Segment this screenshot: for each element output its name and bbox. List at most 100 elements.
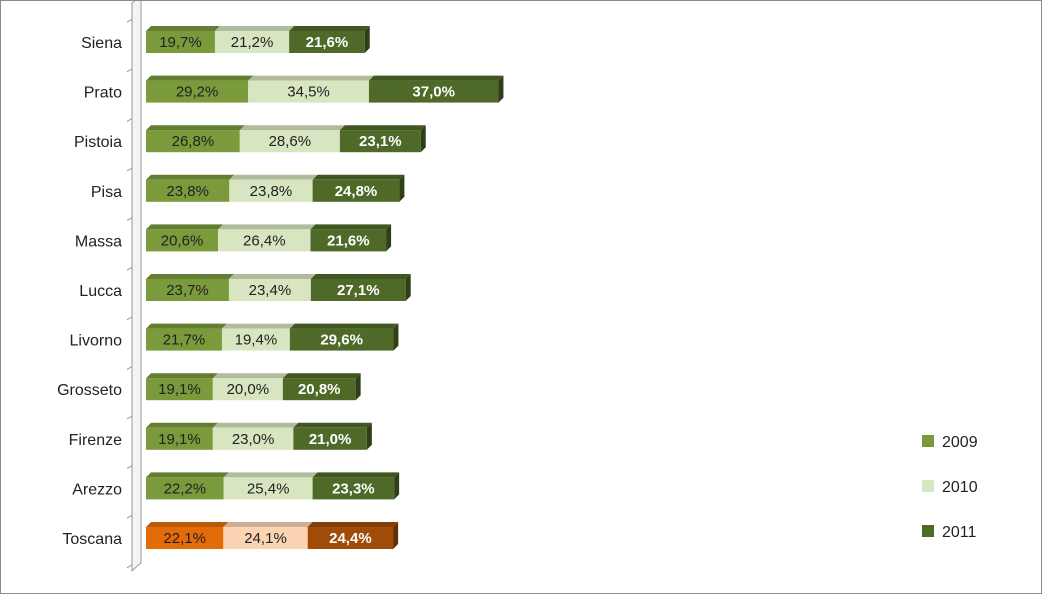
category-label: Arezzo [72, 481, 122, 498]
data-label: 28,6% [269, 133, 312, 150]
bar-segment-side [393, 323, 399, 351]
bar-segment [228, 279, 311, 301]
bar-segment [248, 80, 369, 103]
bar-segment-top [146, 373, 218, 379]
data-label: 20,8% [298, 381, 341, 398]
bar-segment [223, 477, 313, 500]
bar-segment [146, 527, 224, 549]
bar-segment [339, 130, 421, 153]
bar-segment-top [228, 274, 316, 279]
data-label: 24,4% [329, 530, 372, 547]
data-label: 23,7% [166, 282, 209, 299]
bar-segment-top [146, 125, 245, 131]
bar-segment [212, 427, 294, 450]
data-label: 20,0% [227, 381, 270, 398]
data-label: 24,8% [335, 183, 378, 200]
bar-segment [214, 31, 290, 53]
bar-segment-top [310, 274, 411, 279]
legend-swatch [922, 480, 934, 492]
data-label: 21,7% [163, 332, 206, 349]
legend-swatch [922, 435, 934, 447]
bar-segment-top [289, 323, 399, 329]
bar-segment [146, 80, 249, 103]
bar-segment-side [364, 26, 370, 53]
bar-segment-top [223, 472, 318, 478]
data-label: 24,1% [244, 530, 287, 547]
axis-tick [126, 68, 133, 73]
bar-segment-top [282, 373, 361, 379]
bar-segment [289, 328, 394, 351]
bar-segment [307, 527, 394, 549]
data-label: 23,1% [359, 133, 402, 150]
bar-segment [146, 427, 213, 450]
bar-segment [239, 130, 340, 153]
legend-label: 2010 [942, 479, 978, 496]
bar-segment-top [223, 522, 313, 527]
bar-segment [218, 229, 311, 252]
data-label: 26,4% [243, 232, 286, 249]
bar-segment-top [212, 422, 299, 428]
bar-segment-top [310, 224, 392, 230]
axis-tick [126, 266, 133, 271]
bar-segment-top [221, 323, 295, 329]
bar-segment-top [339, 125, 426, 131]
bar-segment [146, 130, 240, 153]
category-label: Siena [81, 35, 122, 52]
data-label: 23,8% [166, 183, 209, 200]
bar-segment-side [393, 522, 399, 549]
bar-segment-top [368, 75, 504, 81]
data-label: 23,8% [250, 183, 293, 200]
data-label: 29,2% [176, 84, 219, 101]
bar-segment-top [146, 522, 229, 527]
bar-segment [282, 378, 356, 401]
data-label: 19,1% [158, 381, 201, 398]
axis-tick [126, 217, 133, 222]
bar-segment [146, 477, 224, 500]
data-label: 19,4% [235, 332, 278, 349]
bar-segment [146, 229, 219, 252]
bar-segment-top [212, 373, 288, 379]
bar-segment-side [498, 75, 504, 103]
bar-segment-top [312, 174, 405, 180]
axis-tick [126, 167, 133, 172]
data-label: 21,6% [306, 34, 349, 51]
bar-segment-top [146, 274, 234, 279]
bar-segment-top [146, 224, 224, 230]
data-label: 19,7% [159, 34, 202, 51]
axis-tick [126, 18, 133, 23]
category-label: Prato [84, 85, 122, 102]
axis-tick [126, 117, 133, 122]
legend-label: 2011 [942, 524, 977, 541]
data-label: 20,6% [161, 232, 204, 249]
bar-segment [146, 31, 215, 53]
bar-segment-top [146, 422, 218, 428]
category-label: Grosseto [57, 382, 122, 399]
data-label: 21,0% [309, 431, 352, 448]
data-label: 23,3% [332, 480, 375, 497]
axis-tick [126, 514, 133, 519]
bar-segment [310, 279, 406, 301]
axis-tick [126, 316, 133, 321]
bar-segment [221, 328, 290, 351]
category-label: Livorno [70, 333, 123, 350]
legend-swatch [922, 525, 934, 537]
bar-segment-top [307, 522, 399, 527]
data-label: 22,2% [164, 480, 207, 497]
data-label: 29,6% [320, 332, 363, 349]
category-label: Firenze [69, 432, 122, 449]
bar-segment-top [146, 472, 229, 478]
bar-segment-top [293, 422, 372, 428]
bar-segment-side [366, 422, 372, 450]
data-label: 23,0% [232, 431, 275, 448]
bar-segment [146, 279, 229, 301]
bar-segment-side [405, 274, 411, 301]
bar-segment [310, 229, 387, 252]
bar-segment [146, 179, 230, 202]
bar-segment-side [420, 125, 426, 153]
data-label: 34,5% [287, 84, 330, 101]
data-label: 19,1% [158, 431, 201, 448]
bar-segment [212, 378, 283, 401]
axis-tick [126, 415, 133, 420]
bar-segment-side [399, 174, 405, 202]
